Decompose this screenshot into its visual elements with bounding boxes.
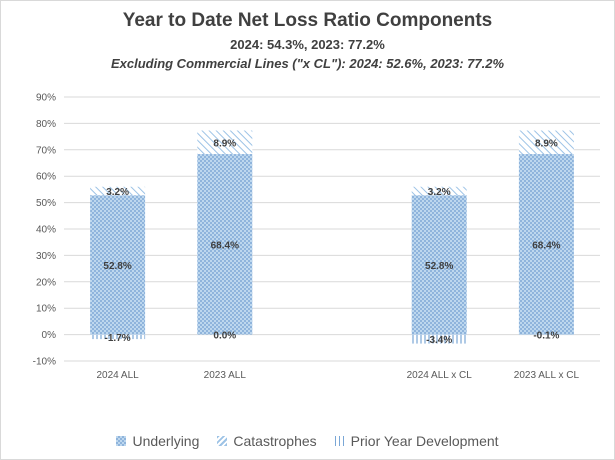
data-label-prior-year-development: 0.0% bbox=[213, 331, 236, 342]
bar-underlying bbox=[518, 154, 574, 335]
legend-swatch bbox=[116, 436, 127, 446]
data-label-prior-year-development: -3.4% bbox=[426, 335, 452, 346]
legend-swatch bbox=[217, 436, 228, 446]
bar-prior-year-development bbox=[411, 334, 467, 344]
legend-item-catastrophes: Catastrophes bbox=[217, 433, 317, 449]
y-tick-label: 50% bbox=[36, 198, 56, 209]
x-category-label: 2023 ALL bbox=[204, 370, 247, 381]
x-category-label: 2023 ALL x CL bbox=[514, 370, 580, 381]
data-label-underlying: 52.8% bbox=[103, 261, 131, 272]
bar-catastrophes bbox=[518, 130, 574, 155]
bar-underlying bbox=[411, 195, 467, 335]
legend-label: Prior Year Development bbox=[350, 433, 499, 449]
data-label-underlying: 52.8% bbox=[425, 261, 453, 272]
legend-label: Underlying bbox=[132, 433, 200, 449]
bar-catastrophes bbox=[90, 186, 146, 196]
legend-item-underlying: Underlying bbox=[116, 433, 199, 449]
data-label-catastrophes: 8.9% bbox=[213, 138, 236, 149]
bar-underlying bbox=[90, 195, 146, 335]
data-label-catastrophes: 8.9% bbox=[535, 138, 558, 149]
legend-swatch bbox=[334, 436, 345, 446]
chart-subtitle-excluding-cl: Excluding Commercial Lines ("x CL"): 202… bbox=[110, 56, 505, 71]
y-tick-label: 40% bbox=[36, 225, 56, 236]
chart-title: Year to Date Net Loss Ratio Components bbox=[122, 10, 493, 31]
y-tick-label: 20% bbox=[36, 277, 56, 288]
bar-catastrophes bbox=[411, 186, 467, 196]
y-tick-label: 80% bbox=[36, 119, 56, 130]
bar-catastrophes bbox=[197, 130, 253, 155]
y-tick-label: -10% bbox=[33, 357, 56, 368]
data-label-underlying: 68.4% bbox=[532, 240, 560, 251]
chart-subtitle: 2024: 54.3%, 2023: 77.2% bbox=[230, 37, 385, 52]
bar-underlying bbox=[197, 154, 253, 335]
data-label-prior-year-development: -0.1% bbox=[533, 331, 559, 342]
chart-legend: Underlying Catastrophes Prior Year Develop… bbox=[0, 433, 615, 449]
data-label-underlying: 68.4% bbox=[211, 240, 239, 251]
data-label-catastrophes: 3.2% bbox=[106, 187, 129, 198]
legend-item-prior-year-development: Prior Year Development bbox=[334, 433, 499, 449]
y-tick-label: 0% bbox=[42, 330, 57, 341]
data-label-prior-year-development: -1.7% bbox=[105, 333, 131, 344]
bar-prior-year-development bbox=[90, 334, 146, 340]
y-tick-label: 70% bbox=[36, 145, 56, 156]
legend-label: Catastrophes bbox=[233, 433, 317, 449]
y-tick-label: 10% bbox=[36, 304, 56, 315]
y-tick-label: 90% bbox=[36, 93, 56, 104]
x-category-label: 2024 ALL bbox=[96, 370, 139, 381]
y-tick-label: 60% bbox=[36, 172, 56, 183]
x-category-label: 2024 ALL x CL bbox=[407, 370, 473, 381]
data-label-catastrophes: 3.2% bbox=[428, 187, 451, 198]
y-tick-label: 30% bbox=[36, 251, 56, 262]
